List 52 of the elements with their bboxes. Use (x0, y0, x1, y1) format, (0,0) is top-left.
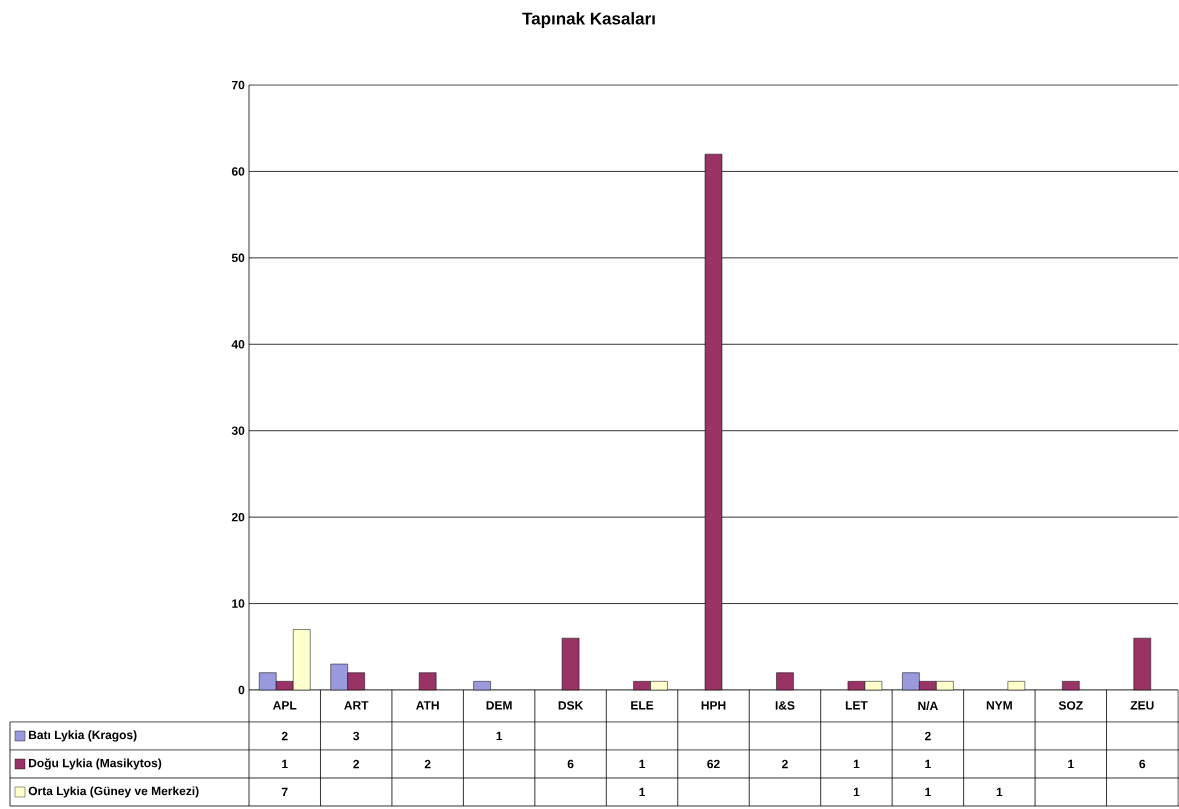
data-label: 6 (567, 759, 574, 769)
y-tick-label: 30 (231, 426, 245, 435)
data-label: 2 (353, 759, 360, 769)
data-label: 6 (1139, 759, 1146, 769)
data-label: 1 (996, 787, 1003, 797)
y-tick-label: 70 (231, 80, 245, 90)
x-tick-label: ART (344, 701, 369, 710)
bar (776, 672, 794, 691)
y-tick-label: 0 (238, 685, 245, 695)
bar (473, 681, 491, 691)
x-tick-label: N/A (918, 701, 938, 711)
x-tick-label: DSK (558, 701, 584, 710)
data-label: 1 (853, 787, 860, 797)
x-tick-label: HPH (701, 701, 726, 710)
data-label: 62 (707, 759, 720, 769)
x-tick-label: ZEU (1130, 701, 1154, 710)
bar (1133, 637, 1152, 691)
legend-label: Orta Lykia (Güney ve Merkezi) (28, 786, 199, 798)
data-label: 1 (1068, 759, 1074, 769)
legend-label: Batı Lykia (Kragos) (29, 730, 137, 742)
bar (418, 672, 437, 691)
bar (1062, 681, 1080, 691)
data-label: 1 (496, 731, 503, 741)
x-tick-label: APL (273, 701, 297, 710)
y-tick-label: 50 (231, 253, 245, 263)
data-label: 2 (782, 759, 788, 769)
data-label: 1 (853, 759, 860, 769)
x-tick-label: LET (845, 701, 868, 710)
y-tick-label: 20 (231, 512, 245, 522)
data-label: 2 (424, 759, 431, 769)
x-tick-label: DEM (486, 701, 512, 710)
data-label: 1 (282, 759, 288, 769)
x-tick-label: ELE (631, 701, 654, 710)
data-label: 3 (353, 731, 360, 741)
data-label: 1 (639, 759, 646, 769)
y-tick-label: 10 (232, 599, 245, 608)
data-label: 1 (639, 787, 646, 797)
x-tick-label: SOZ (1058, 701, 1083, 710)
x-tick-label: I&S (775, 701, 795, 710)
x-tick-label: NYM (986, 701, 1012, 710)
data-label: 2 (281, 731, 288, 741)
legend-label: Doğu Lykia (Masikytos) (29, 758, 162, 770)
data-label: 7 (281, 787, 288, 797)
data-label: 2 (924, 731, 931, 741)
y-tick-label: 60 (231, 167, 245, 176)
y-tick-label: 40 (231, 340, 245, 349)
chart-title: Tapınak Kasaları (522, 12, 655, 28)
data-label: 1 (925, 759, 931, 769)
data-label: 1 (925, 787, 931, 797)
bar (1007, 681, 1026, 691)
x-tick-label: ATH (416, 701, 439, 710)
bar (561, 637, 580, 691)
